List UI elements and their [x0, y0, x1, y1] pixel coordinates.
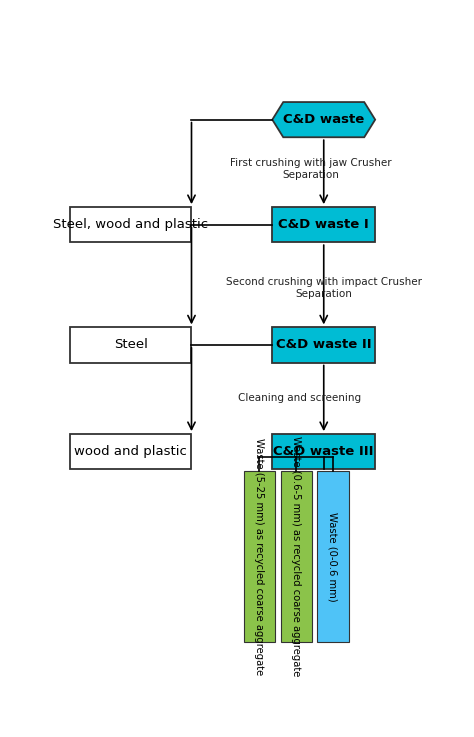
Text: Cleaning and screening: Cleaning and screening: [238, 393, 362, 402]
Text: C&D waste II: C&D waste II: [276, 338, 372, 352]
FancyBboxPatch shape: [244, 472, 275, 642]
FancyBboxPatch shape: [272, 207, 375, 242]
FancyBboxPatch shape: [70, 207, 191, 242]
Text: wood and plastic: wood and plastic: [74, 445, 187, 458]
FancyBboxPatch shape: [272, 327, 375, 363]
Text: Steel, wood and plastic: Steel, wood and plastic: [53, 218, 209, 231]
FancyBboxPatch shape: [272, 434, 375, 469]
Text: Second crushing with impact Crusher
Separation: Second crushing with impact Crusher Sepa…: [226, 277, 422, 299]
Text: Waste (0.6-5 mm) as recycled coarse aggregate: Waste (0.6-5 mm) as recycled coarse aggr…: [291, 436, 301, 677]
Text: C&D waste: C&D waste: [283, 113, 365, 126]
FancyBboxPatch shape: [70, 327, 191, 363]
Text: C&D waste III: C&D waste III: [273, 445, 374, 458]
Text: First crushing with jaw Crusher
Separation: First crushing with jaw Crusher Separati…: [230, 158, 392, 180]
FancyBboxPatch shape: [70, 434, 191, 469]
Polygon shape: [272, 102, 375, 137]
Text: Waste (5-25 mm) as recycled coarse aggregate: Waste (5-25 mm) as recycled coarse aggre…: [255, 438, 264, 675]
Text: C&D waste I: C&D waste I: [278, 218, 369, 231]
Text: Steel: Steel: [114, 338, 148, 352]
Text: Waste (0-0.6 mm): Waste (0-0.6 mm): [328, 511, 338, 601]
FancyBboxPatch shape: [317, 472, 348, 642]
FancyBboxPatch shape: [281, 472, 312, 642]
